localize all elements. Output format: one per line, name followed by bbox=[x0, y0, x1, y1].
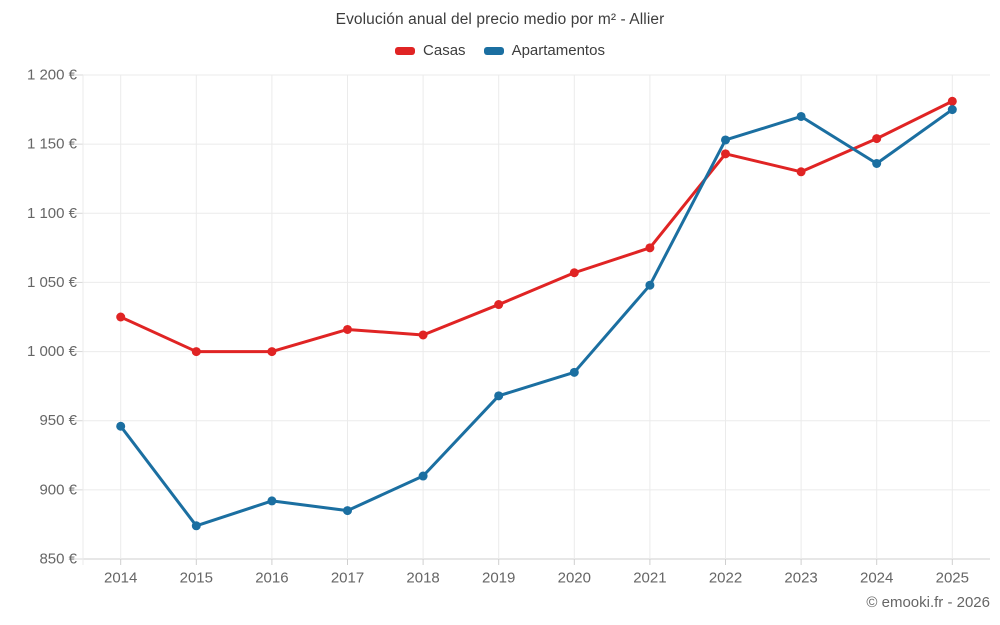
x-tick-label: 2017 bbox=[331, 570, 364, 587]
y-axis-labels: 850 € 900 € 950 € 1 000 € 1 050 € 1 100 € 1 15… bbox=[27, 67, 78, 568]
point-apartamentos-2014 bbox=[116, 421, 126, 431]
point-apartamentos-2015 bbox=[191, 521, 201, 531]
point-casas-2015 bbox=[191, 347, 201, 357]
chart-title: Evolución anual del precio medio por m² … bbox=[335, 11, 665, 28]
point-casas-2018 bbox=[418, 330, 428, 340]
y-tick-label: 900 € bbox=[39, 481, 77, 498]
x-axis-labels: 2014 2015 2016 2017 2018 2019 2020 2021 2022 2023… bbox=[104, 570, 969, 587]
point-casas-2014 bbox=[116, 312, 126, 322]
y-tick-label: 1 000 € bbox=[27, 343, 78, 360]
point-casas-2022 bbox=[721, 149, 730, 159]
x-tick-label: 2016 bbox=[255, 570, 288, 587]
series-line-apartamentos bbox=[119, 108, 954, 528]
point-apartamentos-2022 bbox=[721, 135, 730, 145]
point-apartamentos-2025 bbox=[947, 105, 957, 115]
x-tick-label: 2022 bbox=[709, 570, 742, 587]
legend-item-apartamentos[interactable]: Apartamentos bbox=[483, 42, 605, 59]
point-apartamentos-2016 bbox=[267, 496, 277, 506]
point-casas-2020 bbox=[569, 268, 579, 278]
legend-swatch-icon bbox=[395, 46, 416, 55]
legend: Casas Apartamentos bbox=[0, 42, 1000, 59]
x-tick-label: 2023 bbox=[784, 570, 817, 587]
point-apartamentos-2023 bbox=[796, 111, 806, 121]
y-tick-label: 950 € bbox=[39, 412, 77, 429]
x-tick-label: 2020 bbox=[558, 570, 591, 587]
y-tick-label: 1 200 € bbox=[27, 67, 78, 84]
series-line-casas bbox=[119, 99, 954, 354]
point-casas-2017 bbox=[343, 324, 352, 334]
point-apartamentos-2018 bbox=[418, 471, 428, 481]
y-tick-label: 1 150 € bbox=[27, 136, 78, 153]
x-tick-label: 2015 bbox=[180, 570, 213, 587]
point-apartamentos-2019 bbox=[494, 391, 504, 401]
x-tick-label: 2025 bbox=[936, 570, 969, 587]
point-casas-2019 bbox=[494, 300, 504, 310]
attribution: © emooki.fr - 2026 bbox=[866, 594, 990, 611]
point-casas-2021 bbox=[645, 243, 655, 253]
point-apartamentos-2024 bbox=[872, 159, 882, 169]
legend-label: Apartamentos bbox=[511, 42, 605, 59]
y-tick-label: 1 100 € bbox=[27, 205, 78, 222]
x-tick-label: 2019 bbox=[482, 570, 515, 587]
point-apartamentos-2020 bbox=[569, 367, 579, 377]
point-apartamentos-2021 bbox=[645, 280, 655, 290]
legend-label: Casas bbox=[423, 42, 466, 59]
point-casas-2024 bbox=[872, 134, 882, 144]
legend-swatch-icon bbox=[483, 46, 504, 55]
x-tick-label: 2014 bbox=[104, 570, 137, 587]
point-casas-2023 bbox=[796, 167, 806, 177]
series-casas bbox=[116, 96, 957, 357]
x-tick-label: 2021 bbox=[633, 570, 666, 587]
y-tick-label: 1 050 € bbox=[27, 274, 78, 291]
legend-item-casas[interactable]: Casas bbox=[395, 42, 466, 59]
point-casas-2025 bbox=[947, 96, 957, 106]
y-tick-label: 850 € bbox=[39, 551, 77, 568]
x-tick-label: 2018 bbox=[406, 570, 439, 587]
series-apartamentos bbox=[116, 105, 957, 531]
point-casas-2016 bbox=[267, 347, 277, 357]
x-tick-label: 2024 bbox=[860, 570, 893, 587]
point-apartamentos-2017 bbox=[343, 506, 352, 516]
